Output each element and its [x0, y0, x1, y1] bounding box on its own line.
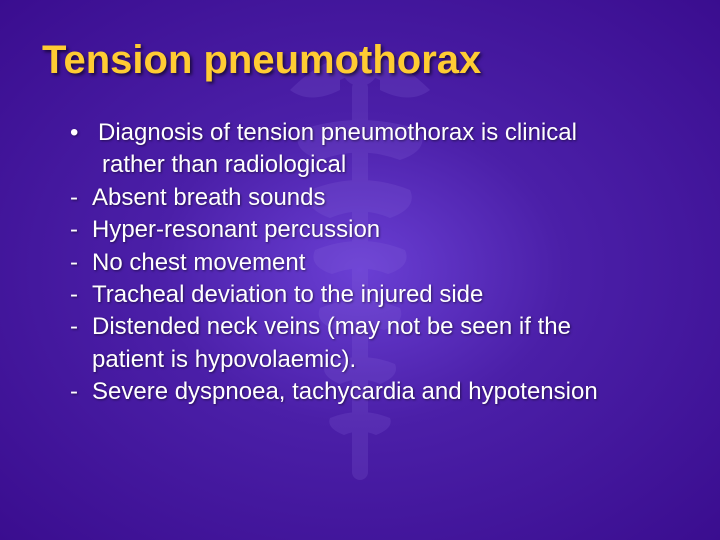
- dash-text: Distended neck veins (may not be seen if…: [92, 311, 678, 343]
- slide-title: Tension pneumothorax: [42, 38, 678, 83]
- dash-text: Hyper-resonant percussion: [92, 214, 678, 246]
- bullet-marker: •: [70, 117, 98, 149]
- dash-text: patient is hypovolaemic).: [92, 344, 678, 376]
- dash-text: No chest movement: [92, 247, 678, 279]
- dash-marker: -: [70, 279, 92, 311]
- dash-item: - Absent breath sounds: [70, 182, 678, 214]
- dash-marker-empty: [70, 344, 92, 376]
- dash-item: - Tracheal deviation to the injured side: [70, 279, 678, 311]
- bullet-text: Diagnosis of tension pneumothorax is cli…: [98, 117, 678, 149]
- main-bullet: • Diagnosis of tension pneumothorax is c…: [70, 117, 678, 149]
- dash-text: Absent breath sounds: [92, 182, 678, 214]
- bullet-line1: Diagnosis of tension pneumothorax is cli…: [98, 119, 577, 146]
- dash-marker: -: [70, 182, 92, 214]
- dash-text: Tracheal deviation to the injured side: [92, 279, 678, 311]
- slide-body: • Diagnosis of tension pneumothorax is c…: [42, 117, 678, 409]
- dash-item: - Severe dyspnoea, tachycardia and hypot…: [70, 376, 678, 408]
- slide-content: Tension pneumothorax • Diagnosis of tens…: [0, 0, 720, 409]
- dash-item: - Distended neck veins (may not be seen …: [70, 311, 678, 343]
- dash-item: - No chest movement: [70, 247, 678, 279]
- bullet-continuation: rather than radiological: [70, 149, 678, 181]
- dash-marker: -: [70, 376, 92, 408]
- dash-marker: -: [70, 311, 92, 343]
- dash-continuation: patient is hypovolaemic).: [70, 344, 678, 376]
- dash-marker: -: [70, 247, 92, 279]
- dash-item: - Hyper-resonant percussion: [70, 214, 678, 246]
- dash-text: Severe dyspnoea, tachycardia and hypoten…: [92, 376, 678, 408]
- dash-marker: -: [70, 214, 92, 246]
